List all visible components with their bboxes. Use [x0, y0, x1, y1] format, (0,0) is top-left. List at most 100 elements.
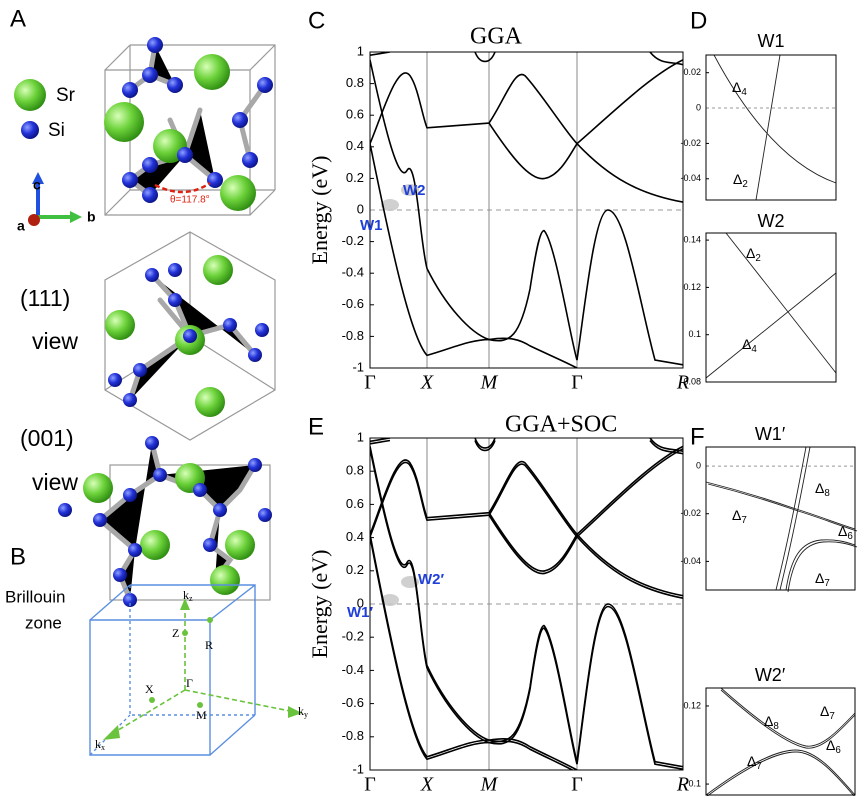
label-base: Δ: [746, 245, 755, 261]
label-sub: 7: [756, 761, 761, 772]
x-tick-label: M: [480, 372, 499, 394]
label-base: Δ: [732, 507, 741, 523]
band-curves: [370, 438, 683, 772]
inset-title: W1: [758, 31, 785, 51]
x-tick-label: Γ: [364, 372, 376, 394]
label-base: Δ: [815, 480, 824, 496]
label-base: Δ: [820, 703, 829, 719]
si-atom: [122, 172, 138, 188]
view-label: view: [32, 469, 78, 495]
y-tick-label: -0.02: [680, 508, 701, 518]
y-tick-label: 0.12: [683, 282, 701, 292]
x-tick-label: M: [480, 774, 499, 796]
si-atom: [248, 348, 262, 362]
panel-label: B: [10, 543, 26, 570]
label-sub: 6: [835, 745, 841, 756]
sr-atom: [83, 473, 113, 503]
bz-point: [207, 617, 213, 623]
y-tick-label: -0.02: [680, 138, 701, 148]
y-tick-label: 0.12: [683, 700, 701, 710]
axis-label: b: [87, 209, 96, 225]
label-base: Δ: [764, 713, 773, 729]
y-tick-label: 0: [696, 460, 701, 470]
label-sub: 4: [751, 344, 757, 355]
label-sub: 2: [755, 253, 760, 264]
si-atom: [193, 483, 207, 497]
crossing-label: W2′: [418, 571, 445, 588]
si-atom: [142, 157, 158, 173]
label-sub: 7: [741, 515, 746, 526]
band-label: Δ8: [815, 480, 830, 499]
axis-label: c: [33, 177, 41, 193]
crossing-label: W2: [403, 182, 426, 199]
si-atom: [58, 503, 72, 517]
k-sub: y: [304, 710, 308, 719]
panel-label: F: [690, 423, 705, 450]
y-axis-label: Energy (eV): [307, 156, 332, 265]
y-tick-label: 0.4: [346, 138, 364, 153]
si-atom: [207, 172, 223, 188]
y-tick-label: -0.6: [342, 296, 364, 311]
si-atom: [223, 318, 237, 332]
inset-title: W1′: [755, 424, 786, 444]
y-tick-label: 1: [357, 429, 364, 444]
y-tick-label: -0.8: [342, 728, 364, 743]
band-label: Δ2: [733, 171, 748, 190]
k-sub: x: [101, 743, 105, 752]
x-tick-label: X: [420, 372, 434, 394]
view-label: (001): [20, 425, 74, 451]
inset-curves: [706, 447, 857, 592]
si-atom: [142, 67, 158, 83]
angle-label: θ=117.8°: [170, 195, 210, 206]
y-tick-label: -1: [352, 761, 364, 776]
x-tick-label: R: [676, 774, 689, 796]
sr-atom: [194, 54, 230, 90]
y-tick-label: 0.02: [683, 67, 701, 77]
band-label: Δ7: [815, 570, 830, 589]
label-sub: 7: [829, 711, 834, 722]
sr-atom: [203, 255, 233, 285]
k-label: kz: [183, 588, 193, 603]
si-atom: [123, 393, 137, 407]
si-atom: [258, 508, 272, 522]
inset-curves: [706, 233, 836, 378]
si-atom: [145, 436, 159, 450]
label-sub: 8: [773, 721, 779, 732]
y-tick-label: 0.08: [683, 376, 701, 386]
si-atom: [232, 112, 248, 128]
si-atom: [21, 121, 39, 139]
y-tick-label: 0.1: [688, 778, 701, 788]
si-atom: [113, 568, 127, 582]
bz-point: [182, 630, 188, 636]
si-atom: [123, 488, 137, 502]
unit-cell: θ=117.8°: [104, 37, 275, 215]
axis-label: a: [17, 218, 25, 234]
angle-arc: [155, 183, 210, 192]
panel-label: D: [690, 7, 707, 34]
si-atom: [242, 152, 258, 168]
sr-atom: [140, 530, 170, 560]
si-atom: [183, 329, 197, 343]
band-lines: [370, 440, 683, 772]
inset-title: W2′: [755, 665, 786, 685]
label-base: Δ: [747, 753, 756, 769]
x-tick-label: Γ: [364, 774, 376, 796]
view-label: view: [32, 328, 78, 354]
band-label: Δ4: [732, 79, 747, 98]
label-sub: 4: [741, 87, 747, 98]
x-tick-label: Γ: [571, 372, 583, 394]
k-sub: z: [189, 594, 193, 603]
panel-label: E: [308, 413, 324, 440]
y-tick-label: 0.14: [683, 234, 701, 244]
legend-label: Sr: [56, 85, 76, 106]
view-label: (111): [20, 285, 70, 311]
si-atom: [128, 543, 142, 557]
chart-title: GGA+SOC: [505, 412, 617, 438]
si-atom: [203, 538, 217, 552]
y-tick-label: 0.4: [346, 529, 364, 544]
bz-point: [149, 697, 155, 703]
panel-label: C: [308, 7, 325, 34]
sr-atom: [220, 175, 256, 211]
inset-frame: [706, 447, 855, 590]
si-atom: [93, 513, 107, 527]
